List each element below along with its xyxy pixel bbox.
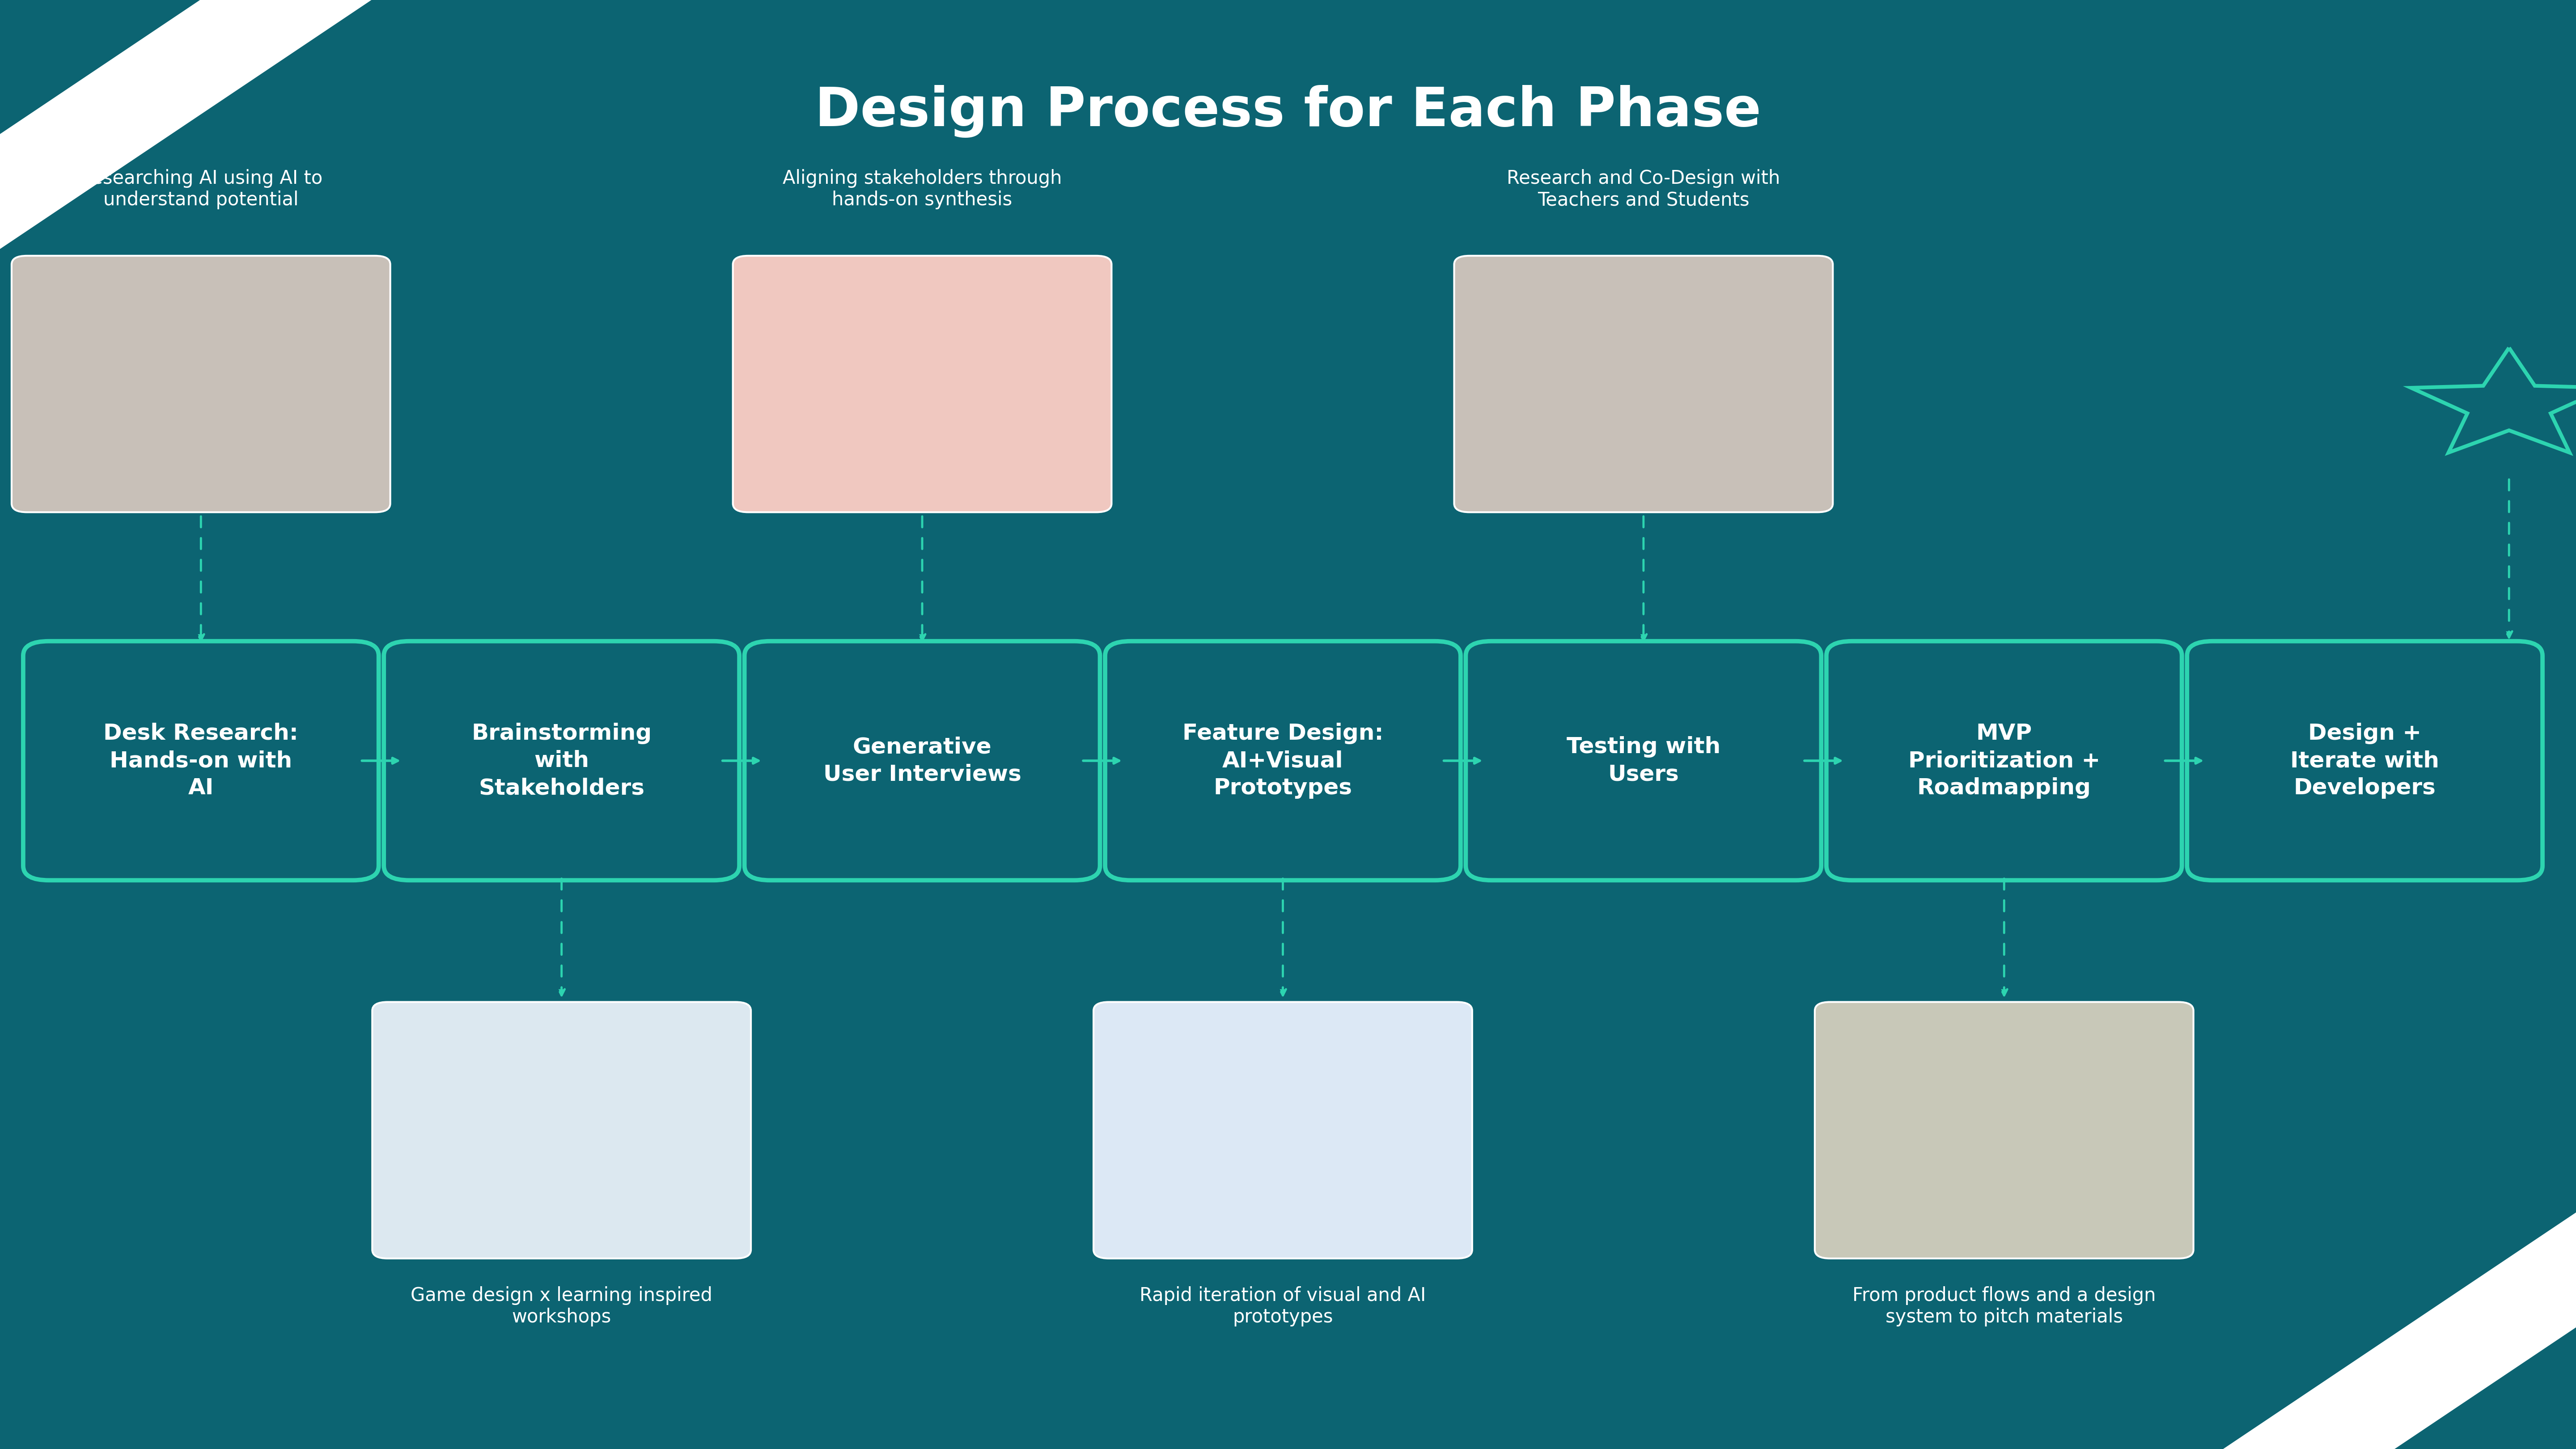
FancyBboxPatch shape <box>371 1003 752 1258</box>
Text: Aligning stakeholders through
hands-on synthesis: Aligning stakeholders through hands-on s… <box>783 170 1061 209</box>
FancyBboxPatch shape <box>1453 256 1834 513</box>
FancyBboxPatch shape <box>1814 1003 2195 1258</box>
FancyBboxPatch shape <box>384 642 739 881</box>
Text: MVP
Prioritization +
Roadmapping: MVP Prioritization + Roadmapping <box>1909 723 2099 798</box>
Polygon shape <box>0 0 469 330</box>
Text: Testing with
Users: Testing with Users <box>1566 736 1721 785</box>
Polygon shape <box>2115 1126 2576 1449</box>
FancyBboxPatch shape <box>1466 642 1821 881</box>
Text: Design +
Iterate with
Developers: Design + Iterate with Developers <box>2290 723 2439 798</box>
Text: From product flows and a design
system to pitch materials: From product flows and a design system t… <box>1852 1287 2156 1326</box>
Text: Brainstorming
with
Stakeholders: Brainstorming with Stakeholders <box>471 723 652 798</box>
Text: Desk Research:
Hands-on with
AI: Desk Research: Hands-on with AI <box>103 723 299 798</box>
Text: Design Process for Each Phase: Design Process for Each Phase <box>814 85 1762 138</box>
Text: Researching AI using AI to
understand potential: Researching AI using AI to understand po… <box>80 170 322 209</box>
Text: Game design x learning inspired
workshops: Game design x learning inspired workshop… <box>410 1287 714 1326</box>
Text: Rapid iteration of visual and AI
prototypes: Rapid iteration of visual and AI prototy… <box>1139 1287 1427 1326</box>
Text: Research and Co-Design with
Teachers and Students: Research and Co-Design with Teachers and… <box>1507 170 1780 209</box>
FancyBboxPatch shape <box>10 256 392 513</box>
Text: Generative
User Interviews: Generative User Interviews <box>824 736 1020 785</box>
Text: Feature Design:
AI+Visual
Prototypes: Feature Design: AI+Visual Prototypes <box>1182 723 1383 798</box>
FancyBboxPatch shape <box>2187 642 2543 881</box>
FancyBboxPatch shape <box>732 256 1113 513</box>
FancyBboxPatch shape <box>1105 642 1461 881</box>
FancyBboxPatch shape <box>1826 642 2182 881</box>
FancyBboxPatch shape <box>744 642 1100 881</box>
FancyBboxPatch shape <box>23 642 379 881</box>
FancyBboxPatch shape <box>1092 1003 1473 1258</box>
Polygon shape <box>2110 1169 2576 1449</box>
Polygon shape <box>0 0 474 287</box>
